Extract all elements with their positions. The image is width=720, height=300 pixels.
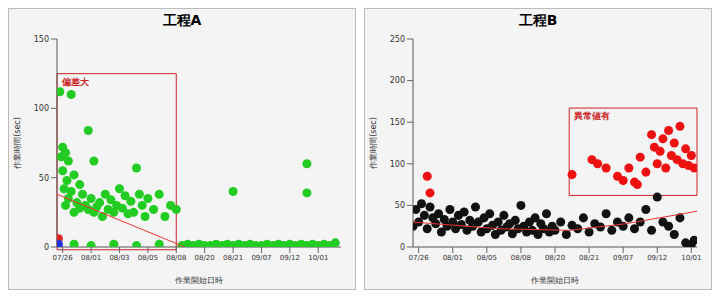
svg-text:08/08: 08/08 [166,254,186,262]
svg-text:08/01: 08/01 [81,254,101,262]
svg-text:100: 100 [34,104,49,113]
svg-text:作業時間(sec): 作業時間(sec) [13,117,22,170]
svg-text:08/03: 08/03 [109,254,129,262]
svg-text:10/01: 10/01 [681,254,701,262]
svg-text:50: 50 [39,174,49,183]
html-text:工程A: 工程A [162,12,202,28]
svg-text:08/21: 08/21 [223,254,243,262]
svg-text:08/21: 08/21 [579,254,599,262]
svg-text:08/01: 08/01 [443,254,463,262]
svg-text:0: 0 [400,243,405,252]
svg-text:作業開始日時: 作業開始日時 [530,276,579,285]
svg-text:08/20: 08/20 [545,254,565,262]
svg-text:150: 150 [34,35,49,44]
svg-text:50: 50 [395,201,405,210]
svg-text:08/05: 08/05 [138,254,158,262]
svg-text:偏差大: 偏差大 [61,77,90,87]
svg-text:09/07: 09/07 [613,254,633,262]
svg-text:250: 250 [390,35,405,44]
svg-text:異常値有: 異常値有 [573,111,610,121]
svg-text:200: 200 [390,76,405,85]
svg-text:作業開始日時: 作業開始日時 [174,276,223,285]
svg-text:0: 0 [44,243,49,252]
svg-text:09/12: 09/12 [647,254,667,262]
svg-text:08/05: 08/05 [477,254,497,262]
svg-text:09/12: 09/12 [280,254,300,262]
svg-text:08/08: 08/08 [511,254,531,262]
svg-text:150: 150 [390,118,405,127]
svg-text:08/20: 08/20 [195,254,215,262]
svg-text:07/26: 07/26 [409,254,430,262]
html-text:工程B: 工程B [518,12,558,28]
svg-text:09/07: 09/07 [251,254,271,262]
svg-text:作業時間(sec): 作業時間(sec) [369,117,378,170]
svg-text:100: 100 [390,160,405,169]
svg-text:10/01: 10/01 [308,254,328,262]
svg-text:07/26: 07/26 [53,254,74,262]
